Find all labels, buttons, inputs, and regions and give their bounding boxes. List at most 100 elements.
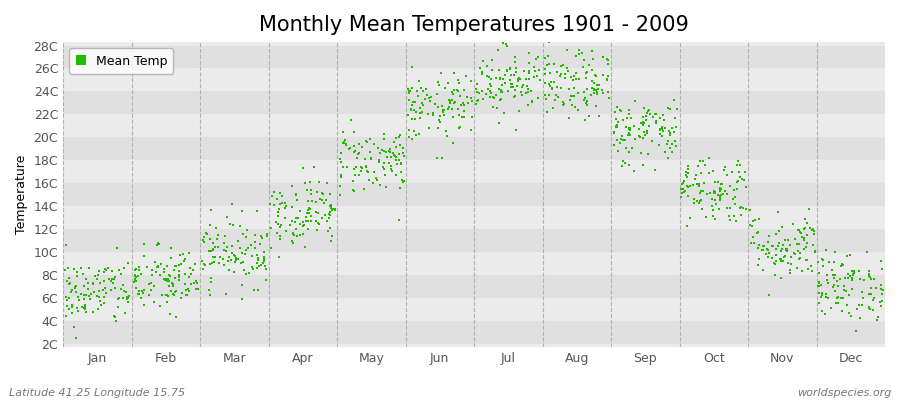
- Point: [692, 200, 706, 206]
- Point: [783, 242, 797, 248]
- Point: [580, 86, 595, 92]
- Point: [752, 242, 767, 248]
- Point: [761, 254, 776, 260]
- Point: [851, 268, 866, 274]
- Point: [543, 70, 557, 76]
- Point: [251, 286, 266, 293]
- Point: [179, 287, 194, 294]
- Point: [191, 286, 205, 292]
- Point: [158, 277, 173, 284]
- Point: [380, 154, 394, 160]
- Point: [140, 264, 154, 270]
- Point: [153, 272, 167, 278]
- Point: [69, 283, 84, 289]
- Point: [453, 93, 467, 99]
- Point: [456, 100, 471, 106]
- Point: [693, 198, 707, 204]
- Point: [791, 226, 806, 233]
- Point: [558, 71, 572, 77]
- Point: [643, 111, 657, 118]
- Point: [642, 107, 656, 113]
- Point: [150, 240, 165, 246]
- Point: [385, 168, 400, 174]
- Point: [873, 299, 887, 305]
- Point: [618, 145, 633, 151]
- Point: [726, 187, 741, 194]
- Point: [806, 230, 821, 237]
- Point: [181, 286, 195, 292]
- Point: [771, 228, 786, 234]
- Point: [476, 96, 491, 103]
- Point: [491, 86, 506, 92]
- Point: [382, 146, 397, 152]
- Point: [289, 226, 303, 232]
- Point: [65, 302, 79, 309]
- Point: [771, 242, 786, 249]
- Point: [235, 250, 249, 257]
- Point: [621, 132, 635, 138]
- Point: [346, 143, 361, 149]
- Point: [338, 140, 352, 146]
- Point: [77, 302, 92, 308]
- Point: [728, 218, 742, 224]
- Point: [538, 71, 553, 78]
- Point: [482, 93, 497, 100]
- Point: [693, 197, 707, 203]
- Point: [368, 175, 382, 182]
- Point: [284, 183, 299, 189]
- Point: [190, 280, 204, 286]
- Point: [403, 88, 418, 95]
- Point: [567, 92, 581, 99]
- Point: [97, 285, 112, 292]
- Point: [315, 190, 329, 196]
- Point: [482, 73, 497, 80]
- Point: [145, 266, 159, 273]
- Point: [184, 271, 198, 278]
- Point: [653, 131, 668, 138]
- Point: [711, 192, 725, 198]
- Point: [83, 296, 97, 302]
- Point: [579, 75, 593, 82]
- Point: [465, 98, 480, 104]
- Point: [239, 234, 254, 240]
- Point: [407, 128, 421, 134]
- Point: [497, 110, 511, 116]
- Point: [78, 292, 93, 298]
- Point: [522, 76, 536, 82]
- Point: [802, 206, 816, 212]
- Point: [592, 113, 607, 119]
- Point: [786, 221, 800, 228]
- Point: [271, 208, 285, 215]
- Point: [418, 96, 432, 102]
- Point: [273, 223, 287, 230]
- Point: [189, 286, 203, 292]
- Point: [370, 177, 384, 184]
- Point: [690, 163, 705, 170]
- Point: [187, 280, 202, 286]
- Point: [77, 296, 92, 302]
- Point: [789, 241, 804, 247]
- Point: [842, 292, 856, 298]
- Point: [667, 128, 681, 135]
- Point: [516, 82, 530, 88]
- Point: [635, 135, 650, 142]
- Point: [78, 306, 93, 312]
- Point: [648, 167, 662, 173]
- Point: [576, 64, 590, 70]
- Point: [532, 67, 546, 73]
- Point: [447, 100, 462, 106]
- Point: [129, 278, 143, 284]
- Point: [483, 83, 498, 90]
- Point: [799, 240, 814, 246]
- Point: [238, 271, 253, 278]
- Point: [518, 90, 533, 96]
- Point: [500, 43, 514, 50]
- Point: [874, 285, 888, 292]
- Point: [490, 105, 504, 111]
- Point: [355, 143, 369, 150]
- Point: [94, 302, 109, 308]
- Point: [748, 216, 762, 223]
- Point: [591, 85, 606, 92]
- Point: [178, 256, 193, 262]
- Point: [757, 243, 771, 249]
